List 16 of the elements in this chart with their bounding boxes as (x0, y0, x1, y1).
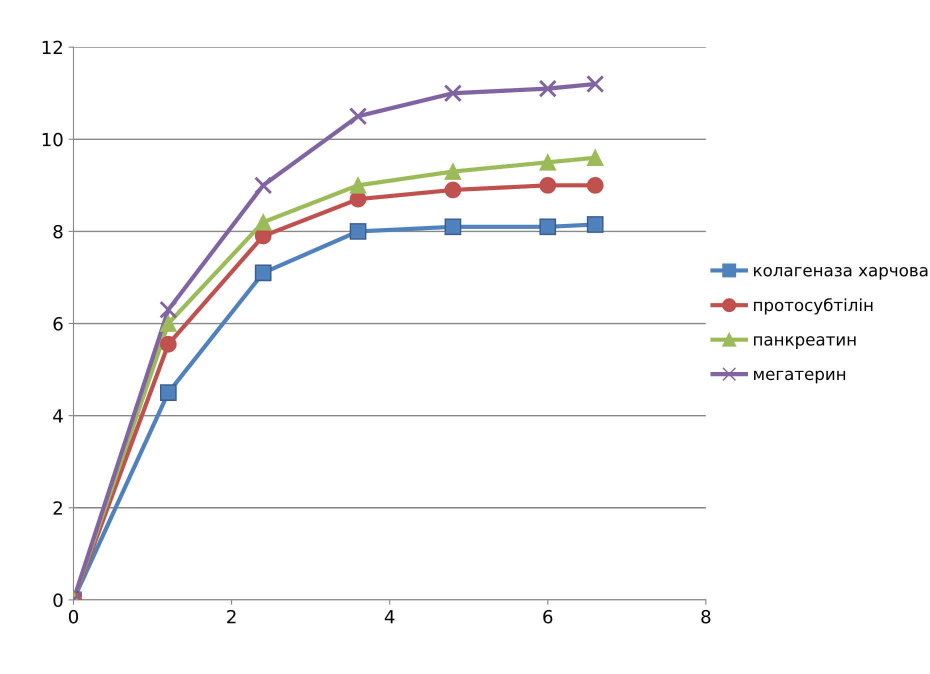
legend-label: колагеназа харчова (754, 266, 928, 280)
y-tick-label: 8 (53, 224, 63, 239)
legend-label: протосубтілін (754, 298, 872, 314)
x-tick-label: 6 (543, 610, 552, 624)
y-tick-label: 2 (54, 501, 62, 515)
y-tick-label: 10 (42, 132, 63, 146)
x-tick-label: 0 (68, 610, 78, 624)
y-tick-label: 12 (42, 40, 62, 54)
x-tick-label: 8 (701, 610, 710, 624)
legend-label: панкреатин (754, 336, 856, 349)
y-tick-label: 4 (53, 409, 63, 422)
y-tick-label: 6 (54, 316, 63, 331)
x-tick-label: 2 (227, 610, 236, 624)
x-tick-label: 4 (384, 610, 394, 624)
legend-label: мегатерин (754, 370, 846, 384)
y-tick-label: 0 (53, 593, 63, 607)
